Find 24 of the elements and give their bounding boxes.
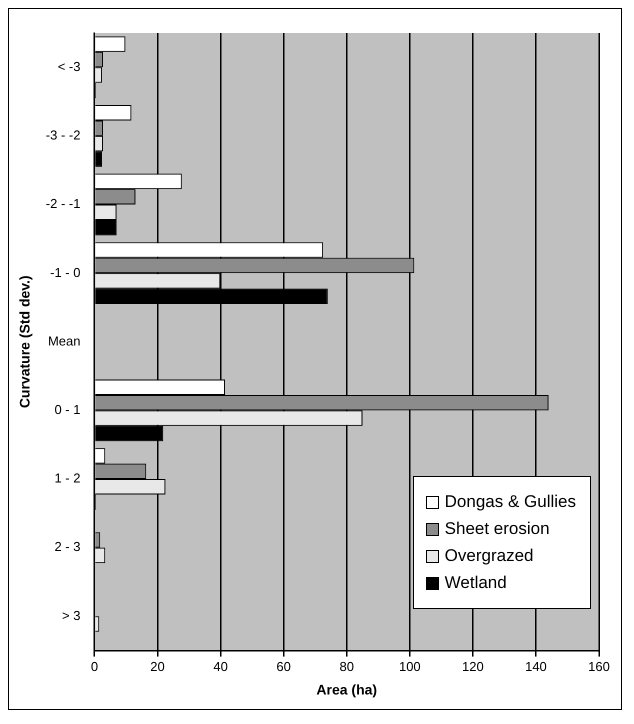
y-tick-label: > 3 [62, 608, 80, 623]
y-tick-label: 2 - 3 [54, 539, 80, 554]
y-tick-label: -1 - 0 [50, 264, 80, 280]
x-axis-title: Area (ha) [316, 681, 378, 698]
legend-label: Wetland [444, 573, 507, 593]
x-tick-label: 0 [90, 658, 98, 674]
x-tick-label: 60 [276, 658, 291, 674]
x-tick-label: 80 [340, 658, 354, 674]
x-tick-label: 40 [213, 658, 228, 674]
y-tick-label: 1 - 2 [54, 470, 80, 486]
y-tick-label: 0 - 1 [54, 402, 80, 417]
y-axis-title: Curvature (Std dev.) [16, 275, 32, 408]
x-tick-label: 160 [588, 658, 610, 674]
y-tick-label: -3 - -2 [46, 128, 80, 143]
y-tick-label: -2 - -1 [46, 196, 80, 212]
y-tick-label: Mean [48, 333, 80, 348]
legend-label: Sheet erosion [444, 519, 550, 539]
x-tick-label: 120 [462, 658, 484, 674]
x-tick-label: 100 [398, 658, 421, 674]
x-tick-label: 20 [150, 658, 165, 674]
x-tick-label: 140 [525, 658, 547, 674]
legend-label: Dongas & Gullies [444, 492, 576, 512]
legend-label: Overgrazed [444, 546, 534, 566]
y-tick-label: < -3 [58, 58, 80, 74]
